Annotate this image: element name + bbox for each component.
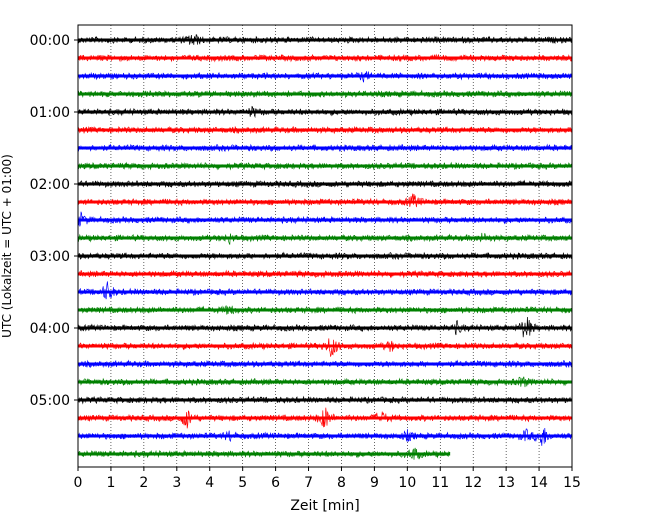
trace-waveform (77, 179, 573, 189)
trace-waveform (77, 395, 573, 405)
trace-waveform (77, 305, 573, 315)
x-tick-label: 15 (563, 475, 581, 491)
trace-waveform (77, 376, 573, 388)
x-tick-label: 10 (398, 475, 416, 491)
trace-waveform (77, 211, 573, 227)
x-tick-label: 5 (238, 475, 247, 491)
trace-waveform (77, 281, 573, 300)
trace-waveform (77, 359, 573, 369)
seismic-trace (78, 200, 572, 204)
y-tick-label: 01:00 (30, 105, 70, 121)
y-axis-label: UTC (Lokalzeit = UTC + 01:00) (0, 154, 14, 338)
x-axis-ticks: 0 1 2 3 4 5 6 7 8 9 10 11 12 13 14 15 (74, 467, 581, 491)
trace-waveform (77, 34, 573, 45)
trace-waveform (77, 407, 573, 429)
trace-waveform (77, 232, 573, 245)
trace-waveform (77, 447, 451, 460)
y-tick-label: 05:00 (30, 393, 70, 409)
x-tick-label: 2 (139, 475, 148, 491)
y-tick-label: 03:00 (30, 249, 70, 265)
trace-waveform (77, 251, 573, 261)
x-tick-label: 3 (172, 475, 181, 491)
trace-waveform (77, 269, 573, 279)
x-tick-label: 11 (431, 475, 449, 491)
x-tick-label: 14 (530, 475, 548, 491)
y-axis-ticks: 00:00 01:00 02:00 03:00 04:00 05:00 (30, 33, 78, 409)
x-tick-label: 1 (106, 475, 115, 491)
trace-waveform (77, 338, 573, 357)
y-tick-label: 02:00 (30, 177, 70, 193)
x-tick-label: 8 (337, 475, 346, 491)
trace-waveform (77, 105, 573, 119)
trace-waveform (77, 71, 573, 83)
seismic-trace (78, 344, 572, 348)
trace-waveform (77, 161, 573, 171)
x-axis-label: Zeit [min] (290, 498, 359, 514)
trace-waveform (77, 143, 573, 153)
x-tick-label: 0 (74, 475, 83, 491)
trace-waveform (77, 89, 573, 99)
x-tick-label: 6 (271, 475, 280, 491)
seismic-trace (78, 110, 572, 114)
trace-waveform (77, 193, 573, 208)
y-tick-label: 00:00 (30, 33, 70, 49)
trace-waveform (78, 427, 573, 446)
trace-waveform (77, 125, 573, 135)
x-tick-label: 7 (304, 475, 313, 491)
trace-waveform (77, 316, 573, 338)
trace-waveform (77, 53, 573, 63)
plot-frame (77, 24, 573, 468)
y-tick-label: 04:00 (30, 321, 70, 337)
x-tick-label: 13 (497, 475, 515, 491)
seismic-trace (78, 434, 572, 438)
x-tick-label: 4 (205, 475, 214, 491)
x-tick-label: 9 (370, 475, 379, 491)
trace-group (77, 34, 573, 460)
seismic-trace (78, 236, 572, 240)
x-tick-label: 12 (464, 475, 482, 491)
